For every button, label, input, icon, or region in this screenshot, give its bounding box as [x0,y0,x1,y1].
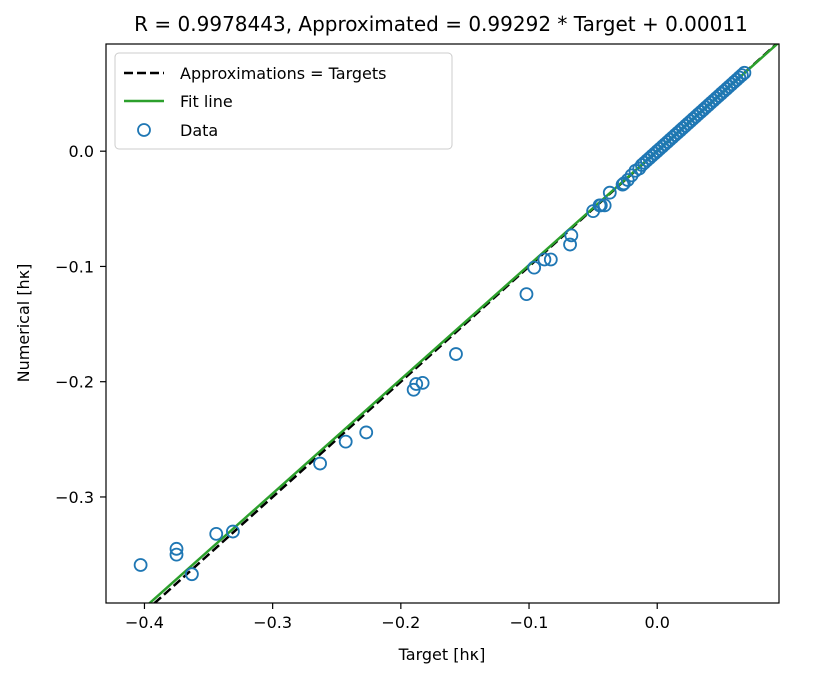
plot-area [133,44,779,603]
data-point [537,252,552,267]
data-point [593,198,608,213]
legend-identity-line-label: Approximations = Targets [180,64,386,83]
data-point [209,526,224,541]
data-point [519,287,534,302]
data-point [313,456,327,471]
y-axis-label: Numerical [hκ] [14,264,33,383]
data-point [338,434,353,449]
y-axis: 0.0 −0.1 −0.2 −0.3 [55,142,106,507]
data-point [543,252,558,267]
x-tick-label: −0.4 [125,613,164,632]
legend-data-marker [137,123,151,137]
plot-frame [105,43,780,604]
legend-box [114,52,453,150]
x-tick-label: −0.3 [253,613,292,632]
data-point [734,68,749,83]
data-point [597,198,612,213]
data-point [616,176,631,191]
y-tick-label: 0.0 [69,142,94,161]
data-point [564,228,579,243]
data-point [133,558,148,572]
data-point [449,347,463,361]
legend-fit-line-label: Fit line [180,92,233,111]
data-point [602,185,617,200]
chart-title: R = 0.9978443, Approximated = 0.99292 * … [134,12,748,36]
legend-data-label: Data [180,121,218,140]
data-point [184,567,199,582]
data-point [620,173,635,187]
x-axis: −0.4 −0.3 −0.2 −0.1 0.0 [125,603,670,632]
data-point [409,377,424,391]
data-point [624,168,639,183]
data-point [169,547,184,562]
data-point [169,541,184,556]
data-point [226,524,240,539]
x-axis-label: Target [hκ] [398,645,486,664]
data-point [737,65,752,80]
y-tick-label: −0.1 [55,257,94,276]
y-tick-label: −0.3 [55,488,94,507]
x-tick-label: −0.2 [381,613,420,632]
legend: Approximations = Targets Fit line Data [114,52,453,150]
data-point [415,375,430,390]
data-point [563,237,577,252]
y-tick-label: −0.2 [55,373,94,392]
data-point [359,425,374,440]
x-tick-label: −0.1 [510,613,549,632]
x-tick-label: 0.0 [644,613,669,632]
data-point [527,260,542,275]
